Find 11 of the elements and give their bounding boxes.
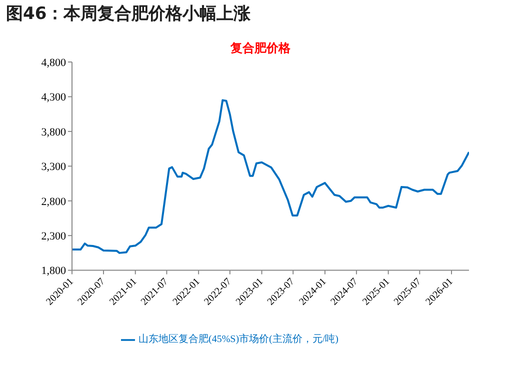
y-tick-label: 3,300 [41, 161, 66, 174]
y-tick-label: 3,800 [41, 126, 66, 138]
y-tick-label: 1,800 [41, 265, 66, 278]
y-tick-label: 4,800 [41, 56, 66, 69]
y-tick-label: 2,300 [41, 230, 66, 242]
y-tick-label: 2,800 [41, 196, 66, 208]
line-series [72, 99, 469, 254]
chart-title: 图46：本周复合肥价格小幅上涨 [6, 3, 251, 25]
y-tick-label: 4,300 [41, 92, 66, 104]
chart-subtitle: 复合肥价格 [230, 40, 292, 57]
legend-label: 山东地区复合肥(45%S)市场价(主流价，元/吨) [138, 334, 338, 346]
